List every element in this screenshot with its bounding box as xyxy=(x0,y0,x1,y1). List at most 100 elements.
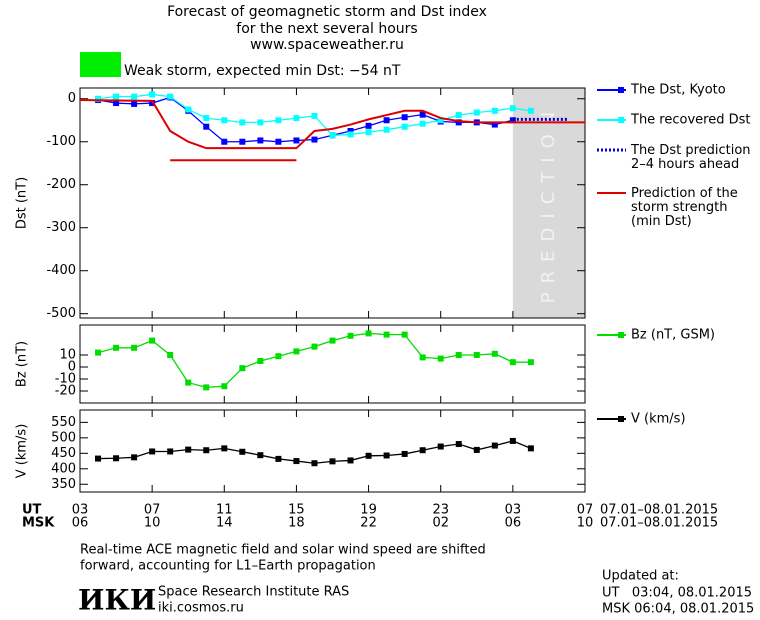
point xyxy=(113,344,120,351)
x-tick-label: 03 xyxy=(505,503,522,518)
point xyxy=(437,117,444,124)
x-tick-label: 03 xyxy=(72,503,89,518)
point xyxy=(419,111,426,118)
point xyxy=(185,379,192,386)
legend-label: Prediction of the storm strength (min Dst) xyxy=(631,186,738,229)
point xyxy=(239,448,246,455)
point xyxy=(257,358,264,364)
point xyxy=(149,337,156,344)
legend-marker xyxy=(618,416,624,422)
point xyxy=(527,107,534,114)
point xyxy=(275,138,282,145)
point xyxy=(167,448,174,455)
x2-tick-label: 02 xyxy=(432,516,449,531)
x-tick-label: 23 xyxy=(432,503,449,518)
point xyxy=(419,354,426,361)
y-axis-label: Bz (nT) xyxy=(15,341,30,387)
point xyxy=(149,91,156,98)
x-range-label: 07.01–08.01.2015 xyxy=(600,503,718,518)
annotation: Weak storm, expected min Dst: −54 nT xyxy=(124,63,401,79)
x2-tick-label: 06 xyxy=(505,516,522,531)
point xyxy=(275,455,282,462)
point xyxy=(491,350,498,357)
point xyxy=(149,100,156,107)
point xyxy=(131,100,138,107)
point xyxy=(149,448,156,455)
legend-marker xyxy=(618,87,624,93)
updated: UT 03:04, 08.01.2015 xyxy=(602,586,752,601)
legend-label: The recovered Dst xyxy=(630,113,750,128)
institute: Space Research Institute RAS xyxy=(158,585,349,600)
point xyxy=(401,331,408,338)
point xyxy=(383,331,390,338)
point xyxy=(509,105,516,112)
x2-axis-name: MSK xyxy=(22,516,55,531)
y-tick-label: -300 xyxy=(46,220,76,235)
y-tick-label: -400 xyxy=(46,263,76,278)
site: iki.cosmos.ru xyxy=(158,601,244,616)
point xyxy=(131,93,138,100)
point xyxy=(347,332,354,339)
point xyxy=(185,106,192,113)
point xyxy=(311,343,318,350)
point xyxy=(95,349,102,356)
updated: Updated at: xyxy=(602,569,679,584)
point xyxy=(293,137,300,144)
legend-label: V (km/s) xyxy=(631,412,686,427)
point xyxy=(455,352,462,358)
point xyxy=(257,137,264,144)
point xyxy=(419,120,426,127)
point xyxy=(455,119,462,126)
point xyxy=(401,123,408,130)
x2-tick-label: 22 xyxy=(360,516,377,531)
x2-tick-label: 06 xyxy=(72,516,89,531)
point xyxy=(383,126,390,133)
point xyxy=(293,458,300,465)
x-tick-label: 07 xyxy=(144,503,161,518)
x2-tick-label: 10 xyxy=(144,516,161,531)
point xyxy=(365,129,372,136)
y-tick-label: 0 xyxy=(68,91,76,106)
point xyxy=(311,136,318,143)
band-label: PREDICTION xyxy=(538,103,559,303)
series-line xyxy=(79,99,585,150)
point xyxy=(95,95,102,102)
plot-frame xyxy=(79,87,586,319)
title: Forecast of geomagnetic storm and Dst in… xyxy=(167,4,487,20)
point xyxy=(167,352,174,358)
updated: MSK 06:04, 08.01.2015 xyxy=(602,602,754,617)
y-tick-label: -10 xyxy=(55,372,76,387)
y-tick-label: 400 xyxy=(51,461,76,476)
point xyxy=(473,109,480,116)
y-tick-label: -100 xyxy=(46,134,76,149)
y-tick-label: 450 xyxy=(51,446,76,461)
point xyxy=(509,359,516,366)
point xyxy=(113,100,120,107)
point xyxy=(221,445,228,452)
point xyxy=(401,450,408,457)
prediction-band xyxy=(512,88,585,318)
point xyxy=(491,107,498,114)
x-tick-label: 11 xyxy=(216,503,233,518)
point xyxy=(491,121,498,128)
x2-tick-label: 14 xyxy=(216,516,233,531)
y-tick-label: 0 xyxy=(68,360,76,375)
point xyxy=(167,93,174,100)
legend-marker xyxy=(618,117,624,123)
y-axis-label: V (km/s) xyxy=(15,424,30,479)
plot-frame xyxy=(79,324,586,404)
point xyxy=(275,353,282,360)
plot-frame xyxy=(79,409,586,493)
point xyxy=(257,452,264,459)
point xyxy=(491,442,498,449)
legend-label: Bz (nT, GSM) xyxy=(631,328,715,343)
x2-range-label: 07.01–08.01.2015 xyxy=(600,516,718,531)
point xyxy=(347,127,354,134)
note: Real-time ACE magnetic field and solar w… xyxy=(80,543,486,558)
point xyxy=(365,122,372,129)
point xyxy=(401,114,408,121)
series-line xyxy=(97,332,531,389)
point xyxy=(347,457,354,464)
point xyxy=(185,446,192,453)
point xyxy=(527,445,534,452)
